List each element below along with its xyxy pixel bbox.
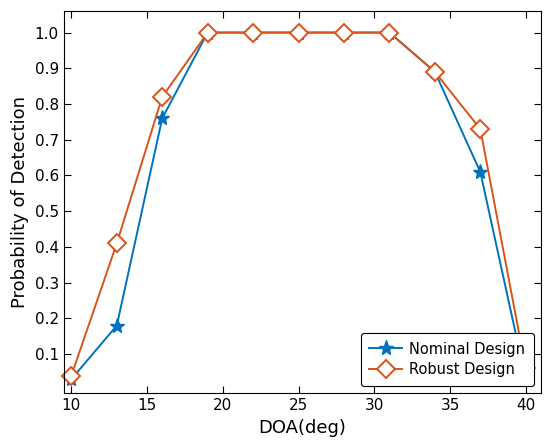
Line: Robust Design: Robust Design bbox=[65, 26, 532, 382]
Robust Design bbox=[295, 30, 302, 35]
Line: Nominal Design: Nominal Design bbox=[63, 25, 533, 387]
Robust Design bbox=[204, 30, 211, 35]
Nominal Design bbox=[114, 323, 120, 328]
X-axis label: DOA(deg): DOA(deg) bbox=[258, 419, 346, 437]
Robust Design bbox=[159, 94, 166, 99]
Robust Design bbox=[477, 126, 484, 132]
Robust Design bbox=[432, 69, 438, 74]
Nominal Design bbox=[341, 30, 347, 35]
Nominal Design bbox=[477, 169, 484, 175]
Robust Design bbox=[341, 30, 347, 35]
Nominal Design bbox=[522, 376, 529, 382]
Nominal Design bbox=[295, 30, 302, 35]
Robust Design bbox=[386, 30, 392, 35]
Nominal Design bbox=[204, 30, 211, 35]
Nominal Design bbox=[432, 69, 438, 74]
Nominal Design bbox=[68, 376, 75, 382]
Robust Design bbox=[68, 373, 75, 378]
Nominal Design bbox=[250, 30, 257, 35]
Robust Design bbox=[250, 30, 257, 35]
Robust Design bbox=[114, 241, 120, 246]
Y-axis label: Probability of Detection: Probability of Detection bbox=[11, 96, 29, 308]
Legend: Nominal Design, Robust Design: Nominal Design, Robust Design bbox=[360, 333, 534, 386]
Nominal Design bbox=[159, 116, 166, 121]
Nominal Design bbox=[386, 30, 392, 35]
Robust Design bbox=[522, 366, 529, 371]
